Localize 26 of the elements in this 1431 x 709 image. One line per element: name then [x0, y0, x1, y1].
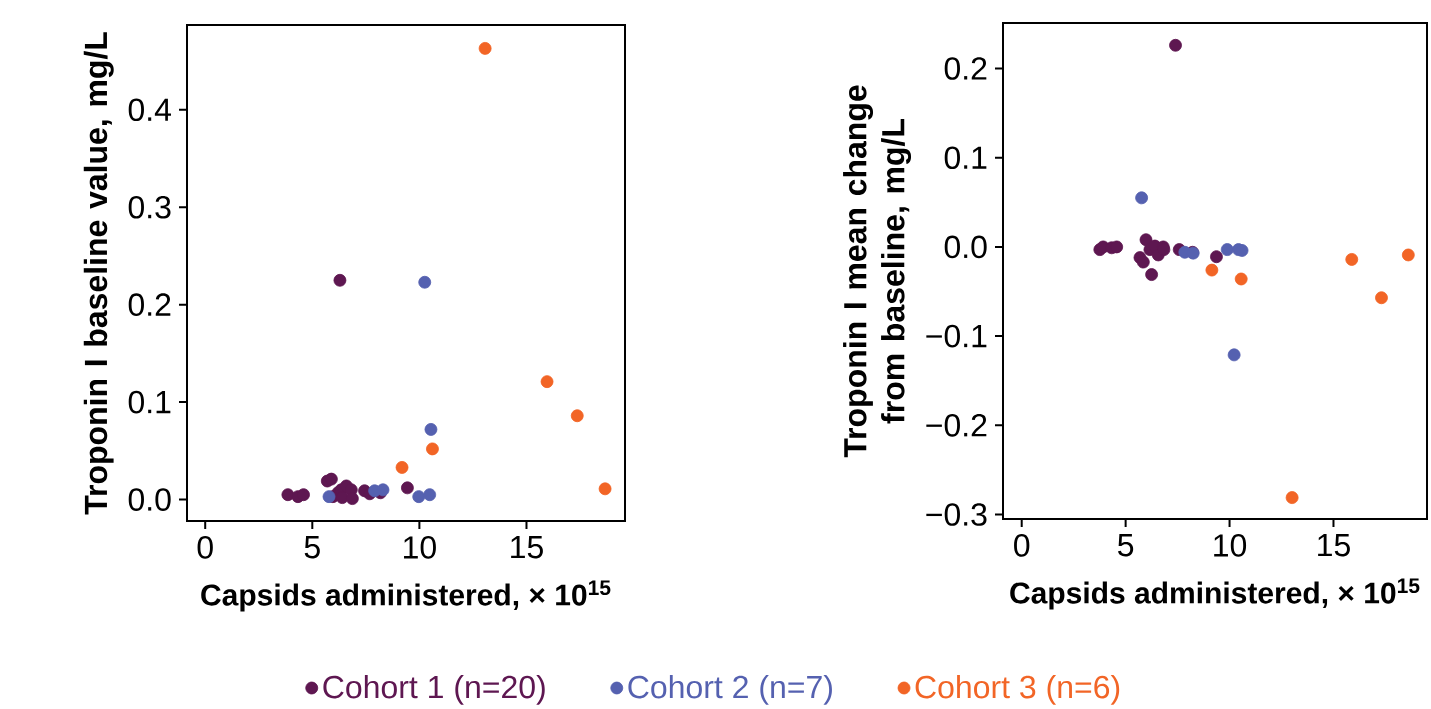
y-tick-label: 0.4 [128, 98, 171, 122]
x-tick-label: 0 [1014, 534, 1030, 557]
x-tick-label: 5 [1118, 534, 1134, 557]
x-tick-label: 15 [511, 536, 543, 559]
x-tick-label: 5 [304, 536, 320, 559]
x-tick-label: 0 [197, 536, 213, 559]
y-tick-label: 0.1 [944, 146, 987, 170]
y-tick-label: 0.3 [128, 195, 171, 219]
y-tick-label: 0.2 [944, 57, 987, 80]
y-tick-label: 0.2 [128, 293, 171, 316]
y-tick-label: −0.1 [926, 324, 987, 348]
y-axis-title: Troponin I baseline value, mg/L [83, 32, 114, 515]
legend-label: Cohort 3 (n=6) [915, 674, 1120, 705]
x-tick-label: 10 [404, 536, 436, 559]
legend-label: Cohort 1 (n=20) [323, 674, 545, 705]
y-tick-label: −0.2 [926, 414, 987, 437]
x-tick-label: 15 [1318, 534, 1350, 557]
y-tick-label: 0.1 [128, 390, 171, 414]
y-tick-label: 0.0 [944, 235, 987, 259]
y-tick-label: −0.3 [926, 503, 987, 526]
y-axis-title: Troponin I mean change from baseline, mg/L [843, 85, 912, 458]
x-axis-title: Capsids administered, × 10$^{15}$ [201, 580, 611, 612]
y-tick-label: 0.0 [128, 488, 171, 511]
x-tick-label: 10 [1214, 534, 1247, 557]
legend-label: Cohort 2 (n=7) [628, 674, 832, 705]
x-axis-title: Capsids administered, × 10$^{15}$ [1010, 578, 1420, 610]
